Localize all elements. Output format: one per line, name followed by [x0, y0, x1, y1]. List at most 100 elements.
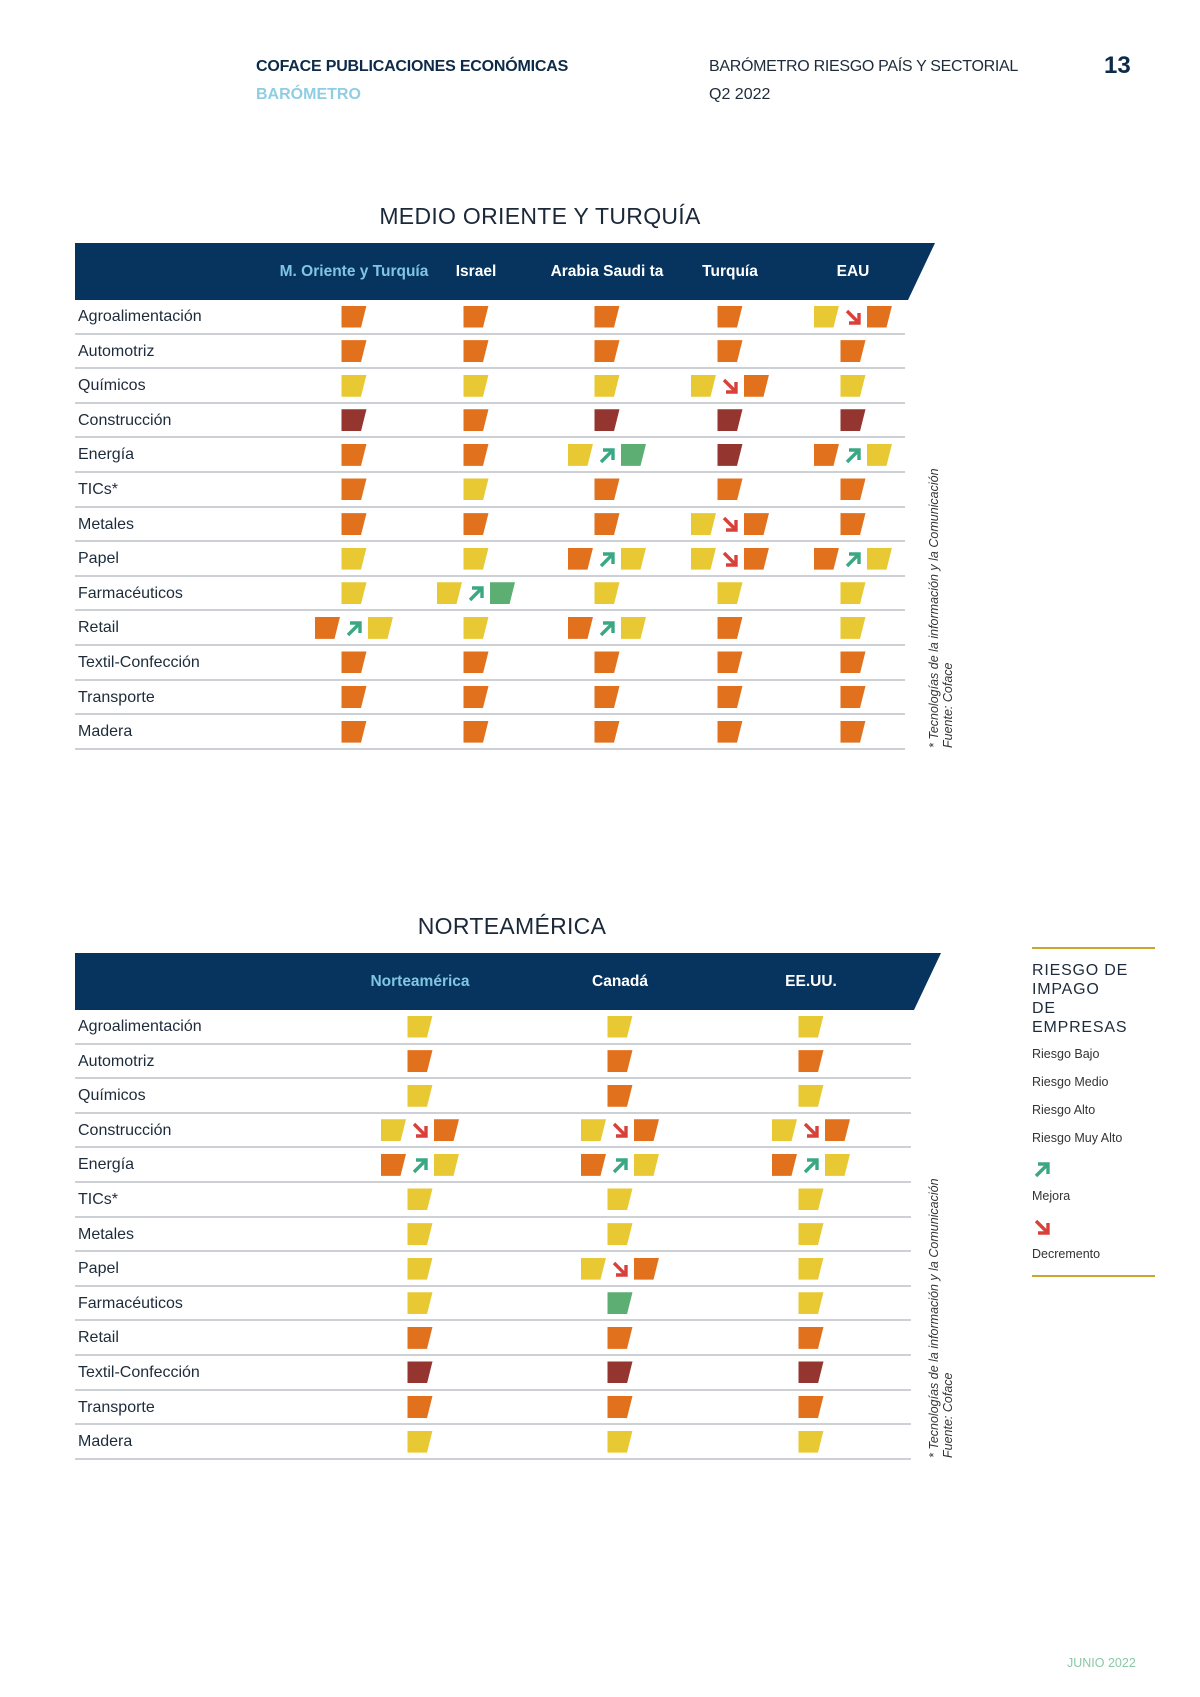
risk-cell [463, 508, 489, 541]
table-row: Metales [75, 1218, 911, 1253]
risk-medium-icon [867, 547, 892, 570]
legend-item-alto: Riesgo Alto [1032, 1103, 1155, 1117]
risk-very-high-icon [798, 1361, 824, 1384]
risk-cell [840, 715, 866, 748]
risk-low-icon [607, 1292, 633, 1315]
risk-high-icon [772, 1153, 797, 1176]
sector-label: Retail [78, 1329, 119, 1347]
risk-medium-icon [594, 582, 620, 605]
decline-arrow-icon [720, 549, 740, 569]
sector-label: Retail [78, 619, 119, 637]
risk-high-icon [341, 651, 367, 674]
table-row: Textil-Confección [75, 1356, 911, 1391]
sector-label: Energía [78, 446, 135, 464]
risk-high-icon [717, 686, 743, 709]
risk-high-icon [581, 1153, 606, 1176]
legend-title: RIESGO DE IMPAGO DE EMPRESAS [1032, 961, 1155, 1037]
risk-high-icon [840, 686, 866, 709]
decline-arrow-icon [720, 376, 740, 396]
risk-high-icon [594, 513, 620, 536]
risk-cell [407, 1079, 433, 1112]
risk-cell [463, 681, 489, 714]
risk-cell [814, 300, 892, 333]
table-row: Retail [75, 1321, 911, 1356]
improvement-arrow-icon [466, 583, 486, 603]
legend-label: Mejora [1032, 1189, 1071, 1203]
risk-cell [717, 404, 743, 437]
risk-medium-icon [463, 478, 489, 501]
risk-high-icon [607, 1084, 633, 1107]
report-period: Q2 2022 [709, 86, 771, 103]
sector-label: Agroalimentación [78, 1018, 202, 1035]
table-row: Construcción [75, 1114, 911, 1149]
risk-cell [341, 577, 367, 610]
table-row: Agroalimentación [75, 300, 905, 335]
risk-high-icon [341, 305, 367, 328]
risk-medium-icon [581, 1257, 606, 1280]
table-title-north-america: NORTEAMÉRICA [417, 913, 607, 939]
column-header: Turquía [702, 263, 758, 280]
risk-cell [798, 1321, 824, 1354]
risk-high-icon [717, 305, 743, 328]
risk-low-icon [621, 443, 646, 466]
risk-high-icon [717, 478, 743, 501]
column-header: Canadá [592, 973, 648, 990]
risk-high-icon [463, 686, 489, 709]
risk-cell [840, 508, 866, 541]
risk-medium-icon [341, 582, 367, 605]
sector-label: Químicos [78, 1087, 146, 1105]
risk-high-icon [463, 305, 489, 328]
risk-high-icon [717, 616, 743, 639]
risk-very-high-icon [594, 409, 620, 432]
sector-label: Construcción [78, 411, 172, 429]
source-text: Fuente: Coface [941, 662, 955, 748]
decline-arrow-icon [1032, 1217, 1052, 1237]
legend-title-line: IMPAGO [1032, 981, 1100, 998]
risk-cell [581, 1148, 659, 1181]
risk-very-high-icon [341, 409, 367, 432]
risk-cell [840, 335, 866, 368]
risk-cell [407, 1425, 433, 1458]
risk-cell [407, 1252, 433, 1285]
risk-high-icon [744, 513, 769, 536]
risk-medium-icon [717, 582, 743, 605]
risk-cell [381, 1114, 459, 1147]
sector-label: Papel [78, 1260, 119, 1278]
risk-medium-icon [798, 1430, 824, 1453]
risk-high-icon [634, 1119, 659, 1142]
risk-cell [840, 369, 866, 402]
risk-cell [840, 646, 866, 679]
risk-medium-icon [407, 1430, 433, 1453]
risk-cell [717, 646, 743, 679]
column-header: EAU [836, 263, 870, 280]
risk-high-icon [607, 1396, 633, 1419]
risk-high-icon [341, 340, 367, 363]
risk-table-middle-east: M. Oriente y Turquía Israel Arabia Saudi t… [75, 243, 935, 750]
risk-high-icon [407, 1050, 433, 1073]
risk-cell [594, 300, 620, 333]
decline-arrow-icon [410, 1120, 430, 1140]
legend-item-up: Mejora [1032, 1159, 1155, 1203]
risk-cell [594, 473, 620, 506]
risk-cell [594, 681, 620, 714]
risk-cell [717, 335, 743, 368]
risk-cell [407, 1356, 433, 1389]
risk-cell [607, 1287, 633, 1320]
risk-medium-icon [568, 443, 593, 466]
risk-cell [463, 438, 489, 471]
table-row: Farmacéuticos [75, 577, 905, 612]
sector-label: Transporte [78, 1398, 155, 1416]
risk-cell [581, 1114, 659, 1147]
risk-high-icon [825, 1119, 850, 1142]
sector-label: Construcción [78, 1121, 172, 1139]
risk-cell [798, 1045, 824, 1078]
risk-medium-icon [341, 374, 367, 397]
risk-high-icon [568, 616, 593, 639]
risk-cell [463, 542, 489, 575]
risk-medium-icon [798, 1188, 824, 1211]
risk-medium-icon [840, 616, 866, 639]
improvement-arrow-icon [801, 1155, 821, 1175]
risk-cell [463, 335, 489, 368]
legend-label: Riesgo Medio [1032, 1075, 1109, 1089]
table-row: Automotriz [75, 335, 905, 370]
